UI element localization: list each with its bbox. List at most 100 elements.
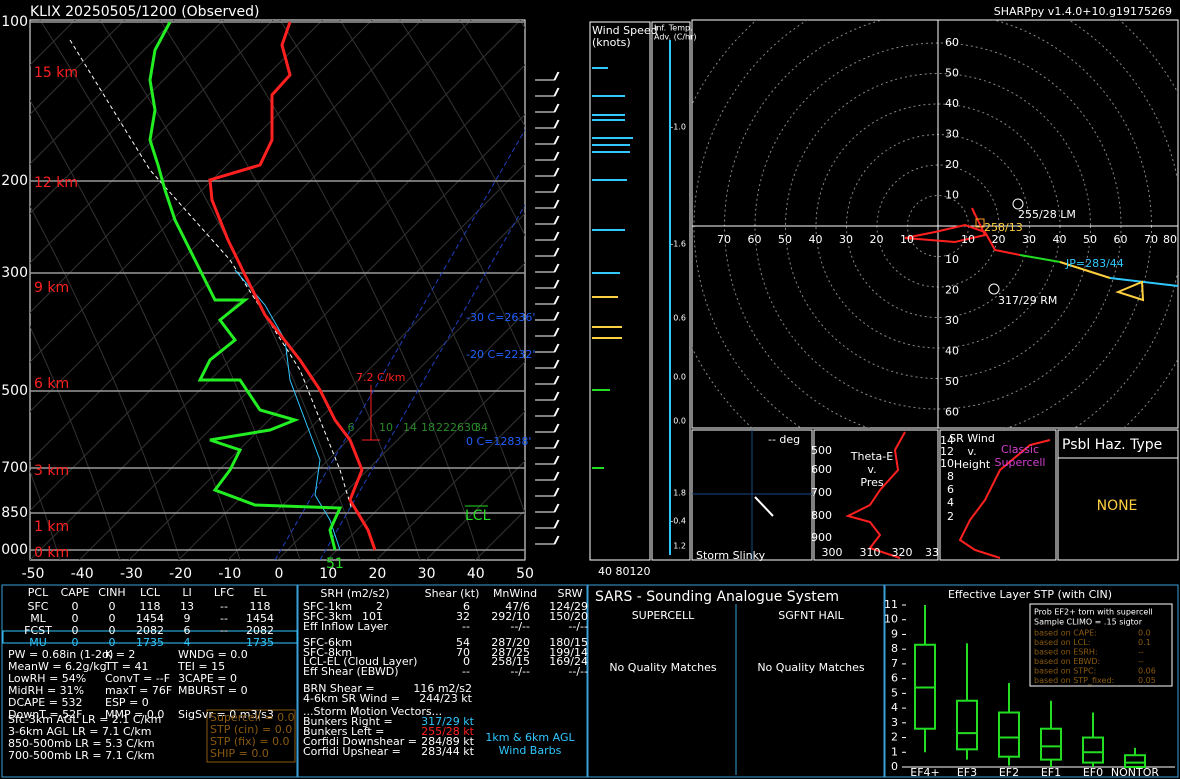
table-cell: 0 <box>109 624 116 637</box>
isotherm <box>30 20 373 363</box>
ring-label: 50 <box>778 233 792 246</box>
level-label: 0 C=12838' <box>466 435 531 448</box>
table-cell: --/-- <box>510 665 530 678</box>
pressure-label: 1000 <box>0 542 28 558</box>
adv-value: -0.4 <box>670 517 686 526</box>
isotherm <box>30 20 224 215</box>
table-cell: 199/14 <box>549 646 588 659</box>
dewpoint <box>148 21 343 551</box>
lapse-scale: 34 <box>474 421 488 434</box>
isotherm <box>79 113 525 560</box>
hodo-trace <box>1019 254 1061 263</box>
prob-label: based on STP_fixed: <box>1034 676 1114 685</box>
hazard-frame <box>1057 429 1179 561</box>
wind-speed-frame <box>589 21 651 561</box>
ring-label: 60 <box>945 406 959 419</box>
wind-barb <box>535 423 560 433</box>
ring-label: 80 <box>1163 233 1177 246</box>
table-cell: 0 <box>109 636 116 649</box>
label: 4-6km SR Wind = <box>303 692 400 705</box>
panel-title: SR Wind <box>949 432 995 445</box>
height-label: 12 km <box>34 175 78 191</box>
ring-label: 40 <box>1053 233 1067 246</box>
value: 244/23 kt <box>419 692 473 705</box>
dry-adiabat <box>339 20 525 362</box>
value: 283/44 kt <box>421 745 475 758</box>
temperature-label: -50 <box>22 566 45 582</box>
table-header: LFC <box>214 586 234 599</box>
ring-label: 20 <box>870 233 884 246</box>
x-tick-label: EF2 <box>999 766 1019 779</box>
prob-label: based on CAPE: <box>1034 629 1097 638</box>
table-cell: 287/25 <box>491 646 530 659</box>
temperature-label: 0 <box>275 566 284 582</box>
table-cell: 124/29 <box>549 600 588 613</box>
dry-adiabat <box>580 20 840 560</box>
table-cell: 118 <box>250 600 271 613</box>
lapse-scale: 22 <box>436 421 450 434</box>
axis-label: 10 <box>940 457 954 470</box>
isotherm <box>326 361 525 560</box>
composite: STP (fix) = 0.0 <box>210 735 290 748</box>
wind-barb <box>535 295 560 305</box>
temp-adv-frame <box>651 21 691 561</box>
lapse-rate: 850-500mb LR = 5.3 C/km <box>8 737 155 750</box>
isotherm <box>30 20 274 264</box>
level-label: -20 C=2232' <box>466 348 535 361</box>
lapse-rate: 3-6km AGL LR = 7.1 C/km <box>8 725 151 738</box>
table-header: MnWind <box>493 587 537 600</box>
level-label: -30 C=2636' <box>466 311 535 324</box>
wind-barb <box>535 151 560 161</box>
wind-barb <box>535 519 560 529</box>
isotherm <box>128 163 525 560</box>
bottom-frames <box>1 584 1179 778</box>
adv-value: 1.8 <box>673 489 686 498</box>
wind-barb <box>535 375 560 385</box>
dry-adiabat <box>399 20 525 237</box>
panel-title: Inf. Temp. <box>654 24 693 33</box>
table-cell: 2082 <box>246 624 274 637</box>
box <box>998 711 1020 758</box>
box <box>1082 736 1104 764</box>
box-title: Sample CLIMO = .15 sigtor <box>1034 618 1143 627</box>
ring-label: 20 <box>992 233 1006 246</box>
temperature-label: 20 <box>368 566 386 582</box>
index: K = 2 <box>105 648 135 661</box>
isotherm <box>30 20 323 314</box>
panel-title: v. <box>867 463 876 476</box>
table-header: LCL <box>140 586 161 599</box>
panel-unit: Adv. (C/hr) <box>654 33 697 42</box>
adv-value: 0.0 <box>673 373 686 382</box>
isotherm <box>674 20 1180 560</box>
wind-barb <box>535 215 560 225</box>
table-cell: 13 <box>180 600 194 613</box>
ring-label: 30 <box>945 128 959 141</box>
hazard-value: NONE <box>1097 498 1138 514</box>
isotherm <box>376 410 525 560</box>
height-label: 0 km <box>34 545 69 561</box>
panel-title: Pres <box>860 476 883 489</box>
axis-label: 6 <box>947 483 954 496</box>
table-cell: 1454 <box>246 612 274 625</box>
label: Corfidi Downshear = <box>303 735 417 748</box>
column-title: SUPERCELL <box>632 609 695 622</box>
ring-label: 30 <box>839 233 853 246</box>
index: SigSvr = 0 m3/s3 <box>178 708 274 721</box>
table-header: CAPE <box>61 586 90 599</box>
table-cell: 101 <box>362 610 383 623</box>
isotherm <box>30 20 175 165</box>
table-cell: 4 <box>184 636 191 649</box>
panel-title: Supercell <box>995 456 1046 469</box>
rm-label: 317/29 RM <box>998 294 1057 307</box>
dry-adiabat <box>30 205 181 560</box>
dry-adiabat <box>99 20 361 560</box>
dry-adiabat <box>279 20 525 516</box>
table-cell: 1735 <box>246 636 274 649</box>
table-cell: --/-- <box>568 620 588 633</box>
table-cell: ML <box>30 612 46 625</box>
height-label: 6 km <box>34 376 69 392</box>
table-cell: 0 <box>109 600 116 613</box>
y-tick-label: 6 <box>891 672 898 685</box>
wind-barb <box>535 535 560 545</box>
table-cell: -- <box>220 624 228 637</box>
